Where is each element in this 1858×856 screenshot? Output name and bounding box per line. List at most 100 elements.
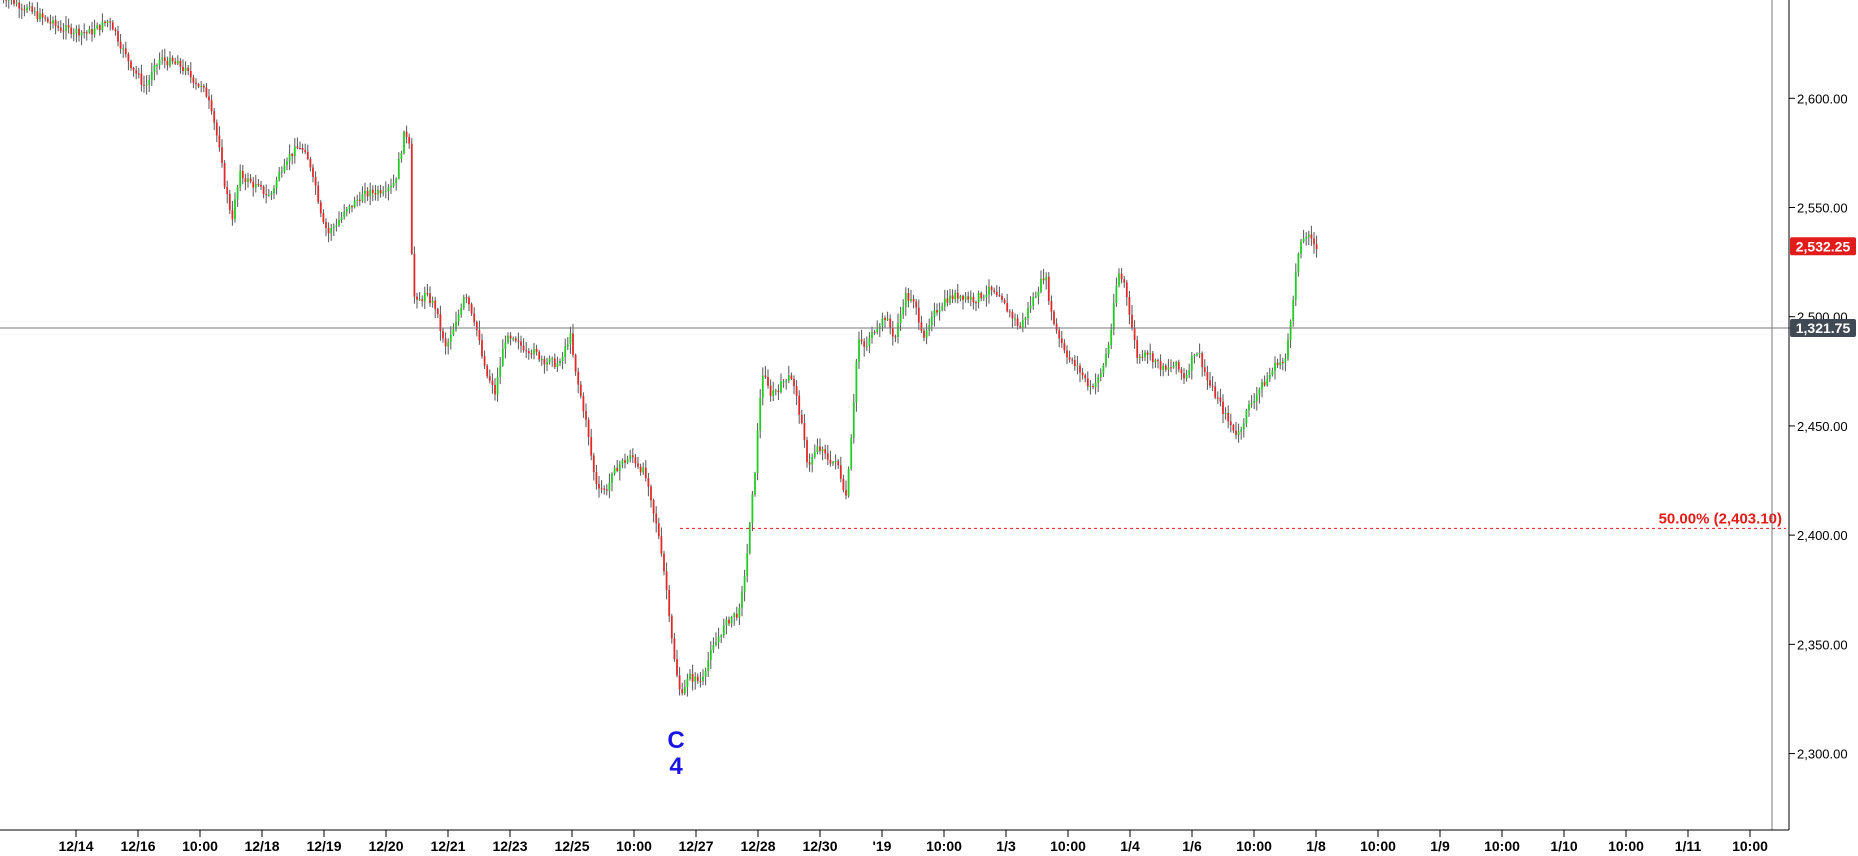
candle-body — [527, 351, 530, 354]
candle-body — [397, 158, 400, 179]
candle-body — [382, 191, 385, 194]
candle-body — [1032, 297, 1035, 306]
candle-body — [1162, 365, 1165, 370]
candle-body — [530, 353, 533, 355]
candle-body — [72, 32, 75, 35]
candle-body — [1110, 329, 1113, 346]
candle-body — [1141, 356, 1144, 358]
candle-body — [621, 460, 624, 465]
candle-body — [1066, 350, 1068, 358]
candle-body — [1274, 362, 1276, 371]
candle-body — [564, 346, 567, 357]
candle-body — [504, 342, 507, 349]
candle-body — [956, 292, 959, 299]
candle-body — [683, 687, 686, 694]
candle-body — [847, 468, 850, 496]
candle-body — [353, 200, 356, 208]
candle-body — [787, 375, 790, 381]
candle-body — [725, 619, 728, 626]
candle-body — [824, 449, 827, 454]
candle-body — [296, 146, 299, 149]
candle-body — [260, 184, 262, 187]
candle-body — [949, 295, 951, 303]
candle-body — [1190, 356, 1193, 371]
candle-body — [421, 299, 424, 302]
candle-body — [161, 57, 164, 60]
candle-body — [468, 297, 470, 305]
candle-body — [410, 143, 413, 254]
candle-body — [561, 356, 564, 362]
candle-body — [839, 465, 842, 479]
candle-body — [943, 298, 946, 307]
candle-body — [475, 322, 478, 331]
candle-body — [1120, 273, 1123, 280]
fib-50-label: 50.00% (2,403.10) — [1659, 510, 1782, 527]
candle-body — [936, 310, 938, 313]
candle-body — [54, 20, 57, 26]
candle-body — [208, 96, 210, 101]
candle-body — [520, 341, 522, 346]
candle-body — [590, 436, 593, 456]
candle-body — [1047, 276, 1050, 302]
candle-body — [306, 151, 309, 159]
candle-body — [977, 293, 980, 303]
x-tick-label: 12/20 — [368, 838, 403, 854]
candle-body — [189, 70, 192, 78]
candle-body — [187, 67, 190, 71]
candle-body — [1027, 308, 1029, 318]
candle-body — [1279, 361, 1282, 366]
candle-body — [481, 340, 483, 357]
candle-body — [244, 178, 247, 182]
candle-body — [1001, 295, 1003, 300]
candle-body — [52, 20, 54, 24]
x-tick-label: 1/4 — [1120, 838, 1140, 854]
candle-body — [23, 9, 26, 11]
candle-body — [538, 351, 541, 360]
x-tick-label: 10:00 — [1732, 838, 1768, 854]
candle-body — [676, 659, 678, 676]
candle-body — [36, 11, 39, 19]
candle-body — [707, 660, 710, 672]
candle-body — [436, 308, 439, 315]
candle-body — [1128, 297, 1131, 315]
candle-body — [611, 473, 613, 483]
candle-body — [299, 148, 301, 150]
candle-body — [491, 380, 494, 385]
candle-body — [483, 356, 486, 366]
candle-body — [1258, 389, 1261, 395]
candle-body — [525, 350, 528, 352]
candle-body — [1281, 361, 1284, 363]
candle-body — [738, 607, 741, 618]
candle-body — [660, 536, 663, 554]
y-tick-label: 2,450.00 — [1797, 419, 1848, 434]
candle-body — [1172, 366, 1175, 368]
candle-body — [457, 314, 460, 322]
candle-body — [598, 483, 600, 489]
candle-body — [603, 488, 606, 490]
candle-body — [501, 348, 504, 366]
candle-body — [137, 73, 140, 75]
candle-body — [925, 330, 928, 338]
candle-body — [967, 296, 970, 300]
candle-body — [678, 675, 681, 690]
candle-body — [1263, 381, 1266, 386]
candle-body — [1167, 367, 1170, 370]
candle-body — [884, 318, 886, 320]
x-tick-label: 10:00 — [616, 838, 652, 854]
candle-body — [1224, 413, 1227, 415]
candle-body — [197, 84, 200, 87]
candle-body — [1203, 367, 1206, 372]
candle-body — [429, 293, 431, 304]
candle-body — [1144, 352, 1146, 358]
candle-body — [1084, 375, 1087, 379]
candle-body — [543, 358, 546, 365]
candle-body — [1271, 370, 1274, 375]
candle-body — [1089, 386, 1092, 388]
candle-body — [163, 57, 166, 62]
candle-body — [5, 0, 8, 1]
candle-body — [1253, 400, 1256, 404]
candle-body — [1183, 373, 1185, 379]
candle-body — [650, 486, 652, 501]
candle-body — [746, 553, 749, 577]
